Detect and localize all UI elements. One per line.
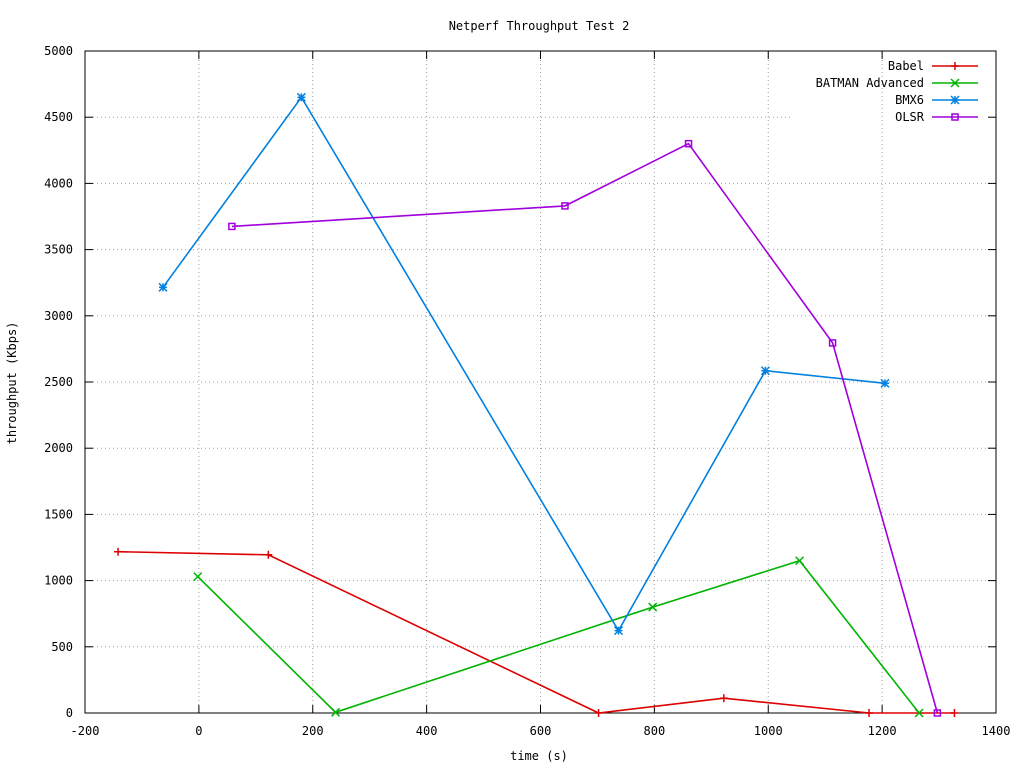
- x-tick-label: 800: [644, 724, 666, 738]
- marker-stroke: [950, 78, 960, 88]
- data-point: [760, 366, 770, 376]
- data-point: [193, 572, 203, 582]
- series-olsr: [228, 139, 942, 717]
- data-point: [561, 202, 569, 210]
- y-tick-label: 3000: [44, 309, 73, 323]
- x-tick-label: 1200: [868, 724, 897, 738]
- legend-entry: BATMAN Advanced: [816, 76, 978, 90]
- marker-stroke: [933, 709, 942, 717]
- data-point: [950, 709, 959, 717]
- marker-stroke: [760, 366, 770, 376]
- legend-marker: [950, 95, 960, 105]
- y-tick-label: 4500: [44, 110, 73, 124]
- y-axis-label: throughput (Kbps): [5, 322, 19, 445]
- data-point: [828, 339, 837, 347]
- legend-label: BATMAN Advanced: [816, 76, 924, 90]
- series-line: [197, 559, 920, 714]
- series-group: [114, 92, 959, 718]
- series-line: [231, 142, 939, 714]
- data-point: [914, 708, 924, 718]
- data-point: [933, 709, 942, 717]
- marker-stroke: [296, 92, 306, 102]
- x-axis-label: time (s): [510, 749, 568, 763]
- marker-stroke: [613, 626, 624, 636]
- x-tick-label: 1400: [982, 724, 1011, 738]
- data-point: [795, 556, 805, 566]
- marker-stroke: [648, 602, 658, 612]
- legend-label: Babel: [888, 59, 924, 73]
- data-point: [296, 92, 306, 102]
- legend-entry: OLSR: [895, 110, 978, 124]
- marker-stroke: [330, 707, 341, 717]
- chart-title: Netperf Throughput Test 2: [449, 19, 630, 33]
- data-point: [719, 694, 728, 703]
- x-tick-label: 600: [530, 724, 552, 738]
- x-tick-label: -200: [71, 724, 100, 738]
- data-point: [865, 709, 874, 717]
- data-point: [880, 378, 890, 388]
- y-tick-label: 2000: [44, 441, 73, 455]
- x-tick-label: 0: [195, 724, 202, 738]
- x-tick-label: 400: [416, 724, 438, 738]
- data-point: [264, 550, 273, 559]
- legend-label: OLSR: [895, 110, 925, 124]
- grid: [85, 51, 996, 713]
- data-point: [228, 222, 236, 231]
- legend-entry: BMX6: [895, 93, 978, 107]
- marker-stroke: [828, 339, 837, 347]
- y-tick-label: 4000: [44, 176, 73, 190]
- series-line: [162, 95, 886, 633]
- legend-marker: [951, 62, 959, 70]
- data-point: [684, 139, 693, 148]
- axes: -200 0 200 400 600 800 1000 1200 1400 0 500 1000 150…: [44, 44, 1010, 738]
- marker-stroke: [950, 95, 960, 105]
- data-point: [114, 547, 123, 556]
- series-babel: [114, 547, 959, 717]
- data-point: [613, 626, 624, 636]
- marker-stroke: [951, 113, 959, 121]
- y-tick-label: 1500: [44, 507, 73, 521]
- data-point: [158, 282, 168, 292]
- marker-stroke: [684, 139, 693, 148]
- series-line: [117, 550, 955, 714]
- data-point: [648, 602, 658, 612]
- marker-stroke: [193, 572, 203, 582]
- marker-stroke: [880, 378, 890, 388]
- x-tick-label: 1000: [754, 724, 783, 738]
- data-point: [594, 709, 603, 717]
- y-tick-label: 5000: [44, 44, 73, 58]
- marker-stroke: [561, 202, 569, 210]
- legend-marker: [951, 113, 959, 121]
- x-tick-label: 200: [302, 724, 324, 738]
- series-bmx6: [158, 92, 890, 636]
- marker-stroke: [158, 282, 168, 292]
- marker-stroke: [228, 222, 236, 231]
- legend-entry: Babel: [888, 59, 978, 73]
- y-tick-label: 1000: [44, 574, 73, 588]
- series-batman-advanced: [193, 556, 924, 718]
- data-point: [330, 707, 341, 717]
- y-tick-label: 2500: [44, 375, 73, 389]
- legend-label: BMX6: [895, 93, 924, 107]
- y-tick-label: 0: [66, 706, 73, 720]
- legend-marker: [950, 78, 960, 88]
- marker-stroke: [795, 556, 805, 566]
- marker-stroke: [914, 708, 924, 718]
- y-tick-label: 500: [51, 640, 73, 654]
- legend: Babel BATMAN Advanced BMX6 OLSR: [816, 59, 978, 124]
- y-tick-label: 3500: [44, 243, 73, 257]
